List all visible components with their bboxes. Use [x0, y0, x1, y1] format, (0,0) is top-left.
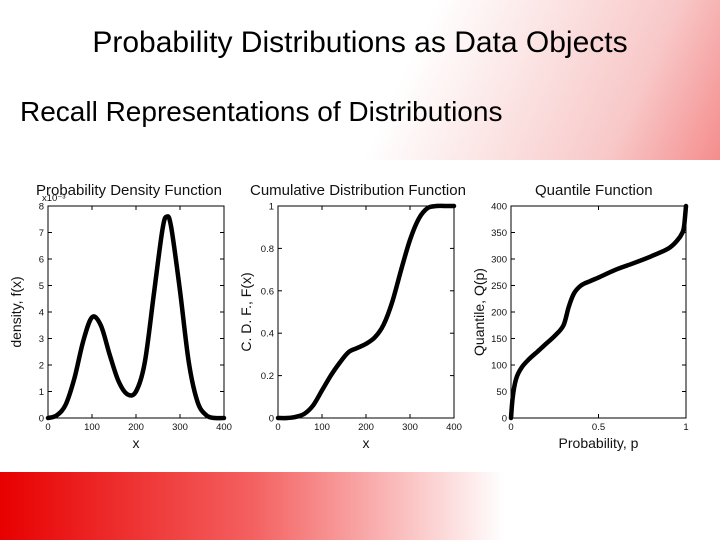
chart-2-ytick-label: 1 [269, 202, 274, 213]
bottom-decoration-band [0, 472, 720, 540]
chart-1-ylabel: density, f(x) [8, 276, 24, 347]
chart-1-xtick-label: 400 [216, 422, 232, 433]
chart-2-xtick-label: 200 [358, 422, 374, 433]
chart-1-xlabel: x [133, 435, 140, 451]
chart-1-series-line [45, 214, 227, 421]
chart-2-ytick-label: 0.2 [261, 371, 274, 382]
chart-3-xtick-label: 1 [683, 422, 688, 433]
chart-2-ytick-label: 0.4 [261, 329, 274, 340]
chart-2-series-line [275, 203, 457, 421]
chart-1-ytick-label: 7 [39, 228, 44, 239]
chart-2-ylabel: C. D. F., F(x) [238, 272, 254, 351]
chart-2-xlabel: x [363, 435, 370, 451]
chart-3-ytick-label: 50 [496, 387, 507, 398]
slide-title: Probability Distributions as Data Object… [92, 26, 628, 59]
chart-2-plot-frame [277, 205, 455, 419]
chart-2-xtick-label: 100 [314, 422, 330, 433]
chart-1-y-multiplier: x10⁻³ [42, 193, 66, 204]
chart-3-ylabel: Quantile, Q(p) [471, 268, 487, 356]
chart-3-ytick-label: 300 [491, 255, 507, 266]
chart-2-ytick-label: 0 [269, 414, 274, 425]
chart-1-ytick-label: 5 [39, 281, 44, 292]
chart-1-ytick-label: 2 [39, 361, 44, 372]
chart-2-xtick-label: 0 [275, 422, 280, 433]
chart-3-ytick-label: 350 [491, 228, 507, 239]
chart-1-title: Probability Density Function [36, 182, 222, 199]
chart-2-xtick-label: 300 [402, 422, 418, 433]
chart-1-xtick-label: 100 [84, 422, 100, 433]
chart-1-xtick-label: 200 [128, 422, 144, 433]
chart-3-ytick-label: 250 [491, 281, 507, 292]
chart-3-ytick-label: 100 [491, 361, 507, 372]
chart-2-title: Cumulative Distribution Function [250, 182, 466, 199]
chart-2-xtick-label: 400 [446, 422, 462, 433]
chart-3-ytick-label: 200 [491, 308, 507, 319]
chart-1-ytick-label: 0 [39, 414, 44, 425]
chart-1-ytick-label: 8 [39, 202, 44, 213]
chart-1-ytick-label: 6 [39, 255, 44, 266]
chart-3-plot-frame [510, 205, 687, 419]
chart-1-ytick-label: 3 [39, 334, 44, 345]
chart-1-ytick-label: 1 [39, 387, 44, 398]
chart-3-xlabel: Probability, p [559, 435, 639, 451]
chart-3-xtick-label: 0.5 [592, 422, 605, 433]
chart-1-xtick-label: 0 [45, 422, 50, 433]
slide-subtitle: Recall Representations of Distributions [20, 96, 503, 127]
chart-2-ytick-label: 0.6 [261, 286, 274, 297]
chart-3-ytick-label: 0 [502, 414, 507, 425]
chart-3-ytick-label: 150 [491, 334, 507, 345]
chart-3-xtick-label: 0 [508, 422, 513, 433]
chart-3-series-line [508, 203, 689, 421]
chart-2-ytick-label: 0.8 [261, 244, 274, 255]
chart-1-ytick-label: 4 [39, 308, 44, 319]
figure-panel: 0 100 200 300 400 0 1 2 3 4 5 6 7 8 Probability Densit… [0, 160, 720, 472]
chart-3-title: Quantile Function [535, 182, 653, 199]
chart-1-xtick-label: 300 [172, 422, 188, 433]
chart-3-ytick-label: 400 [491, 202, 507, 213]
